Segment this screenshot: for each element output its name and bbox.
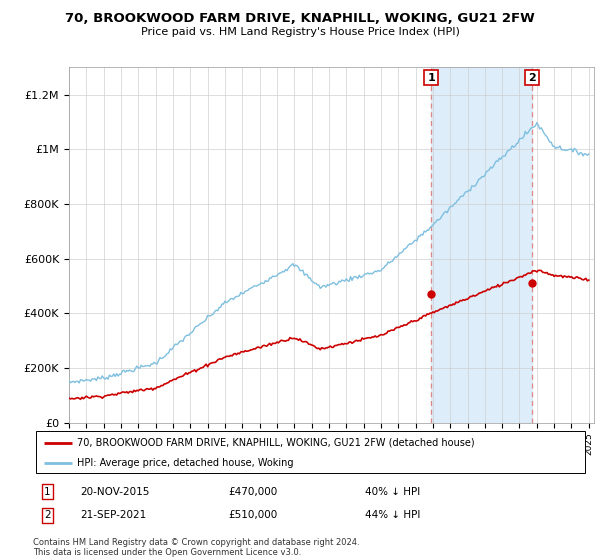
Bar [431,67,532,423]
Text: 1: 1 [427,73,435,82]
Text: 2: 2 [528,73,536,82]
Text: 21-SEP-2021: 21-SEP-2021 [80,510,146,520]
Text: HPI: Average price, detached house, Woking: HPI: Average price, detached house, Woki… [77,458,293,468]
Text: 40% ↓ HPI: 40% ↓ HPI [365,487,421,497]
Text: Contains HM Land Registry data © Crown copyright and database right 2024.
This d: Contains HM Land Registry data © Crown c… [33,538,359,557]
Text: 70, BROOKWOOD FARM DRIVE, KNAPHILL, WOKING, GU21 2FW (detached house): 70, BROOKWOOD FARM DRIVE, KNAPHILL, WOKI… [77,438,475,448]
Text: £470,000: £470,000 [228,487,277,497]
Text: 44% ↓ HPI: 44% ↓ HPI [365,510,421,520]
Text: 20-NOV-2015: 20-NOV-2015 [80,487,149,497]
Text: 2: 2 [44,510,51,520]
Text: 1: 1 [44,487,51,497]
Text: 70, BROOKWOOD FARM DRIVE, KNAPHILL, WOKING, GU21 2FW: 70, BROOKWOOD FARM DRIVE, KNAPHILL, WOKI… [65,12,535,25]
Text: Price paid vs. HM Land Registry's House Price Index (HPI): Price paid vs. HM Land Registry's House … [140,27,460,37]
Text: £510,000: £510,000 [228,510,277,520]
